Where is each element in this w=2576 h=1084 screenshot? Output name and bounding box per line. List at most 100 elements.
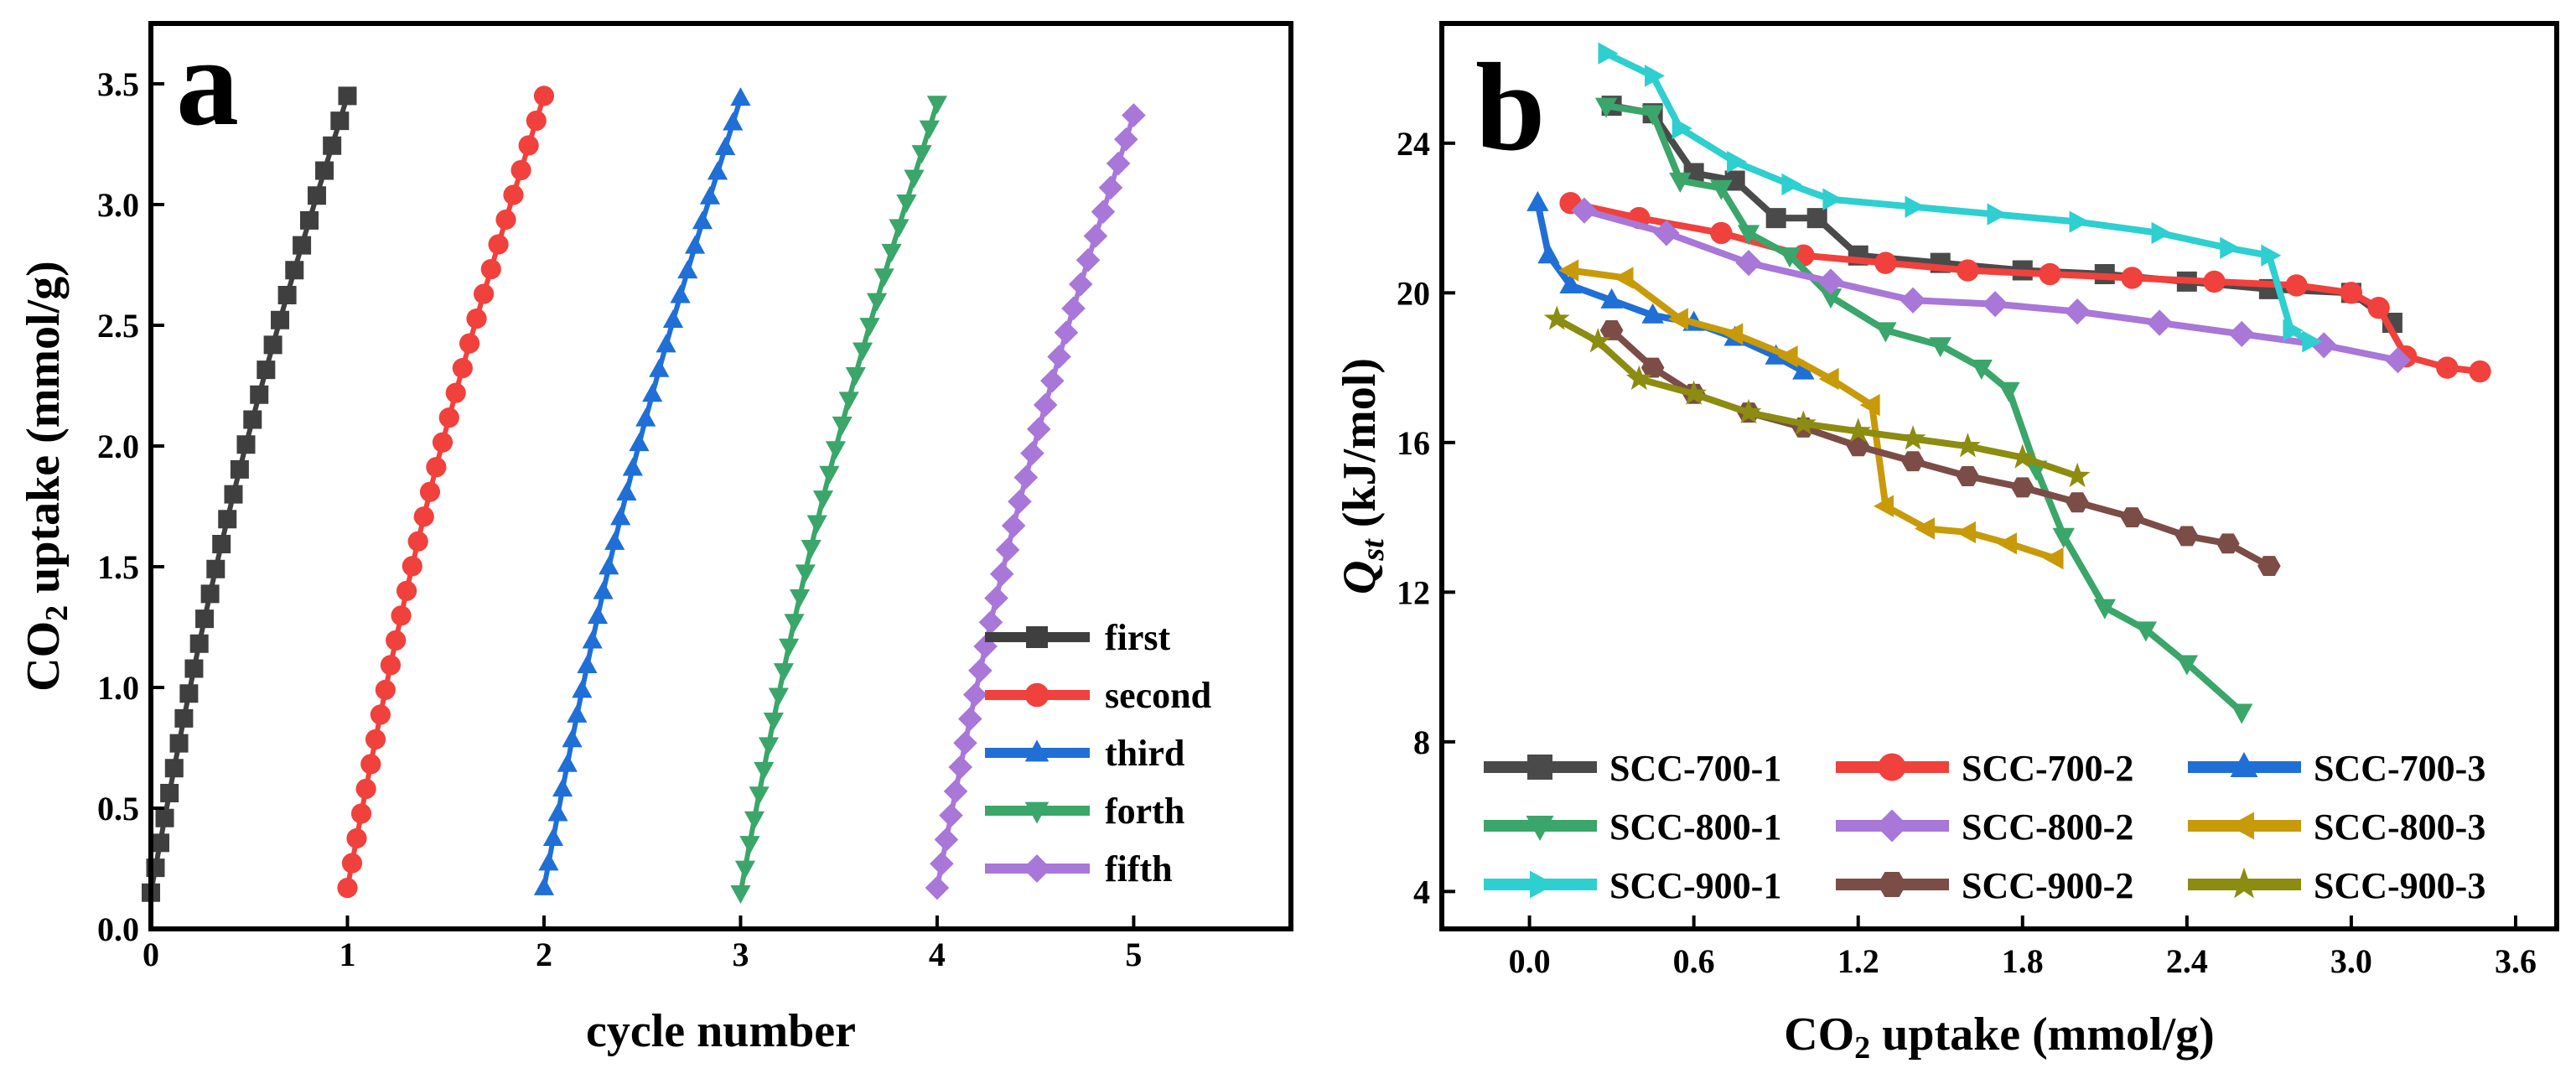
data-point <box>1765 208 1786 229</box>
data-point <box>599 556 619 575</box>
panel-b-plot-area <box>1526 42 2491 724</box>
data-point <box>1929 337 1951 358</box>
data-point <box>300 210 319 230</box>
data-point <box>723 112 744 131</box>
series-SCC-900-2 <box>1599 319 2281 577</box>
legend-marker <box>1526 816 1554 841</box>
panel-a-frame <box>148 21 1293 931</box>
legend-label: SCC-800-2 <box>1962 807 2133 848</box>
data-point <box>1998 381 2020 402</box>
legend-item-SCC-900-3: SCC-900-3 <box>2188 865 2485 906</box>
data-point <box>224 485 243 504</box>
data-point <box>1681 380 1708 405</box>
data-point <box>593 580 614 599</box>
data-point <box>758 737 780 756</box>
data-point <box>1091 200 1116 224</box>
data-point <box>250 385 269 404</box>
data-point <box>2285 274 2308 297</box>
data-point <box>707 161 728 180</box>
legend-item-SCC-900-2: SCC-900-2 <box>1836 865 2133 906</box>
panel-b-letter: b <box>1475 38 1545 177</box>
data-point <box>715 136 736 155</box>
series-SCC-900-1 <box>1598 42 2323 353</box>
data-point <box>739 836 760 855</box>
data-point <box>838 392 859 411</box>
legend-label: SCC-900-3 <box>2314 865 2485 906</box>
data-point <box>1008 489 1032 514</box>
data-point <box>1625 365 1652 391</box>
data-point <box>2228 320 2255 348</box>
data-point <box>919 120 940 139</box>
data-point <box>1818 367 1839 391</box>
panel-a-legend: first second third forth fifth <box>985 617 1211 890</box>
data-point <box>2064 462 2091 488</box>
data-point <box>1723 323 1744 345</box>
data-point <box>730 87 751 106</box>
data-point <box>911 145 932 164</box>
legend-marker <box>1023 854 1051 883</box>
data-point <box>341 853 363 874</box>
data-point <box>1001 513 1026 538</box>
data-point <box>1873 495 1894 517</box>
data-point <box>419 481 441 502</box>
legend-item-SCC-700-2: SCC-700-2 <box>1836 748 2133 789</box>
data-point <box>825 441 847 460</box>
data-point <box>1054 320 1079 345</box>
legend-marker <box>2227 867 2261 899</box>
data-point <box>466 308 487 329</box>
data-point <box>1778 247 1801 268</box>
data-point <box>1047 345 1071 369</box>
data-point <box>662 309 684 328</box>
data-point <box>1571 197 1598 224</box>
data-point <box>873 268 894 288</box>
legend-label: forth <box>1105 791 1184 832</box>
data-point <box>692 210 713 230</box>
data-point <box>968 658 993 683</box>
x-tick-label: 3.6 <box>2495 942 2537 980</box>
data-point <box>1106 151 1131 176</box>
x-tick-label: 2.4 <box>2166 942 2208 980</box>
data-point <box>179 684 199 703</box>
data-point <box>779 638 800 657</box>
data-point <box>889 219 910 238</box>
data-point <box>1817 268 1844 295</box>
data-point <box>533 876 555 895</box>
panel-a-y-ticks: 0.0 0.5 1.0 1.5 2.0 2.5 3.0 3.5 <box>97 65 164 948</box>
data-point <box>2009 443 2036 469</box>
data-point <box>1997 532 2018 555</box>
data-point <box>2175 655 2199 676</box>
data-point <box>189 634 209 653</box>
data-point <box>1982 291 2008 318</box>
data-point <box>2257 556 2281 577</box>
data-point <box>1645 65 1666 87</box>
data-point <box>1710 179 1733 200</box>
data-point <box>943 779 968 804</box>
data-point <box>1790 410 1817 435</box>
y-tick-label: 1.0 <box>97 669 139 707</box>
data-point <box>1641 105 1664 126</box>
x-tick-label: 0.0 <box>1509 942 1551 980</box>
data-point <box>832 416 853 435</box>
data-point <box>230 459 249 479</box>
data-point <box>819 465 840 485</box>
data-point <box>243 410 262 429</box>
data-point <box>768 687 789 707</box>
data-point <box>1781 173 1802 196</box>
data-point <box>1683 163 1704 184</box>
data-point <box>896 194 917 213</box>
legend-label: third <box>1105 733 1184 774</box>
legend-label: second <box>1105 675 1211 716</box>
data-point <box>552 778 573 797</box>
x-tick-label: 1 <box>339 936 355 973</box>
data-point <box>452 358 473 379</box>
data-point <box>958 707 982 731</box>
data-point <box>1987 203 2008 226</box>
data-point <box>904 169 925 189</box>
y-tick-label: 20 <box>1397 274 1430 312</box>
data-point <box>2384 347 2412 374</box>
panel-a-x-ticks: 0 1 2 3 4 5 <box>143 915 1142 973</box>
data-point <box>773 663 794 682</box>
data-point <box>2367 296 2390 319</box>
data-point <box>642 383 663 402</box>
legend-marker <box>1024 801 1050 824</box>
